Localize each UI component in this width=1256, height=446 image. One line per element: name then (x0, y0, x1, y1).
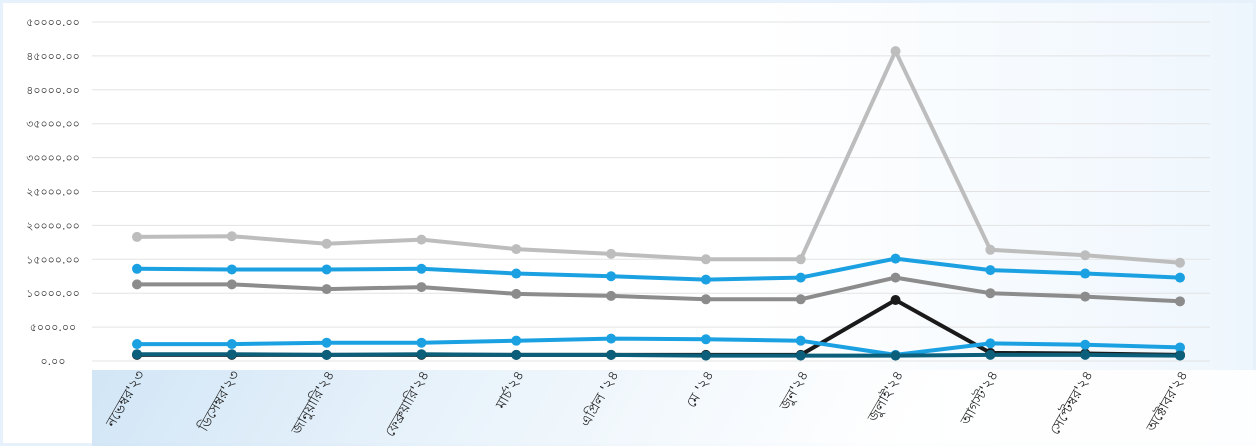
y-tick-label: ২৫০০০.০০ (26, 186, 80, 199)
series-lines (135, 49, 1182, 358)
series-5-point (511, 335, 522, 346)
x-tick-label: ডিসেম্বর'২৩ (194, 368, 243, 436)
series-6-point (985, 349, 996, 360)
series-line-2 (135, 256, 1182, 282)
series-6-point (700, 350, 711, 361)
series-5-point (700, 334, 711, 345)
series-6-point (511, 349, 522, 360)
y-tick-label: ৪৫০০০.০০ (26, 50, 80, 63)
gridlines (92, 21, 1210, 362)
series-3-point (1175, 296, 1185, 307)
series-3-point (1080, 291, 1091, 302)
series-6-point (1175, 350, 1185, 361)
series-3-point (985, 288, 996, 299)
series-6-point (1080, 349, 1091, 360)
y-tick-label: ২০০০০.০০ (26, 219, 80, 232)
series-2-point (416, 263, 427, 274)
series-5-point (1080, 339, 1091, 350)
y-tick-label: ৫০০০.০০ (30, 321, 76, 334)
series-6-point (890, 350, 901, 361)
x-tick-label: অক্টোবর'২৪ (1143, 368, 1191, 436)
series-3-point (890, 272, 901, 283)
series-2-point (511, 268, 522, 279)
series-5-point (985, 338, 996, 349)
series-5-point (416, 337, 427, 348)
y-axis-ticks: ০.০০ ৫০০০.০০ ১০০০০.০০ ১৫০০০.০০ ২০০০০.০০ ২৫০০০… (26, 16, 80, 368)
y-tick-label: ৪০০০০.০০ (26, 84, 80, 97)
series-2-point (226, 264, 237, 275)
y-tick-label: ১০০০০.০০ (26, 287, 80, 300)
series-1-point (226, 231, 237, 242)
series-6-point (795, 350, 806, 361)
series-1-point (132, 231, 142, 242)
series-2-point (795, 272, 806, 283)
series-6-point (606, 349, 617, 360)
series-1-point (890, 46, 901, 57)
y-tick-label: ৩৫০০০.০০ (26, 118, 80, 131)
series-line-1 (135, 49, 1182, 265)
y-tick-label: ৫০০০০.০০ (26, 16, 80, 29)
series-1-point (795, 254, 806, 265)
series-6-point (226, 349, 237, 360)
series-1-point (985, 244, 996, 255)
series-3-point (416, 282, 427, 293)
series-6-point (132, 349, 142, 360)
series-2-point (1175, 272, 1185, 283)
series-5-point (1175, 342, 1185, 353)
series-6-point (416, 349, 427, 360)
series-2-point (700, 274, 711, 285)
series-2-point (606, 271, 617, 282)
series-line-3 (135, 275, 1182, 304)
series-2-point (321, 264, 332, 275)
series-line-6 (135, 352, 1182, 358)
series-4-point (890, 294, 901, 305)
series-5-point (606, 333, 617, 344)
decorative-background (92, 370, 1256, 446)
series-1-point (416, 234, 427, 245)
series-3-point (226, 279, 237, 290)
x-tick-label: এপ্রিল '২৪ (577, 368, 623, 430)
series-1-point (606, 248, 617, 259)
series-6-point (321, 349, 332, 360)
x-axis-ticks: নভেম্বর'২৩ ডিসেম্বর'২৩ জানুয়ারি'২৪ ফেব্রুয… (103, 368, 1192, 440)
series-1-point (700, 254, 711, 265)
series-1-point (321, 238, 332, 249)
series-2-point (985, 265, 996, 276)
series-2-point (132, 263, 142, 274)
series-3-point (321, 284, 332, 295)
series-3-point (795, 294, 806, 305)
series-1-point (511, 244, 522, 255)
series-5-point (132, 339, 142, 350)
series-3-point (511, 288, 522, 299)
x-tick-label: জানুয়ারি'২৪ (287, 368, 338, 439)
series-1-point (1175, 257, 1185, 268)
y-tick-label: ০.০০ (41, 355, 66, 368)
x-tick-label: নভেম্বর'২৩ (103, 368, 149, 431)
series-5-point (795, 335, 806, 346)
series-2-point (1080, 268, 1091, 279)
y-tick-label: ১৫০০০.০০ (26, 253, 80, 266)
series-5-point (226, 339, 237, 350)
x-tick-label: মে '২৪ (684, 368, 718, 411)
x-tick-label: সেপ্টেম্বর'২৪ (1046, 368, 1096, 438)
series-line-5 (135, 336, 1182, 357)
y-tick-label: ৩০০০০.০০ (26, 152, 80, 165)
series-3-point (700, 294, 711, 305)
x-tick-label: মার্চ'২৪ (492, 368, 528, 413)
x-tick-label: জুলাই'২৪ (864, 368, 907, 426)
series-3-point (606, 290, 617, 301)
series-2-point (890, 253, 901, 264)
series-5-point (321, 337, 332, 348)
series-3-point (132, 279, 142, 290)
x-tick-label: আগস্ট'২৪ (956, 368, 1001, 430)
x-tick-label: জুন'২৪ (776, 368, 812, 414)
series-points (132, 46, 1185, 361)
x-tick-label: ফেব্রুয়ারি'২৪ (381, 368, 433, 440)
series-1-point (1080, 250, 1091, 261)
